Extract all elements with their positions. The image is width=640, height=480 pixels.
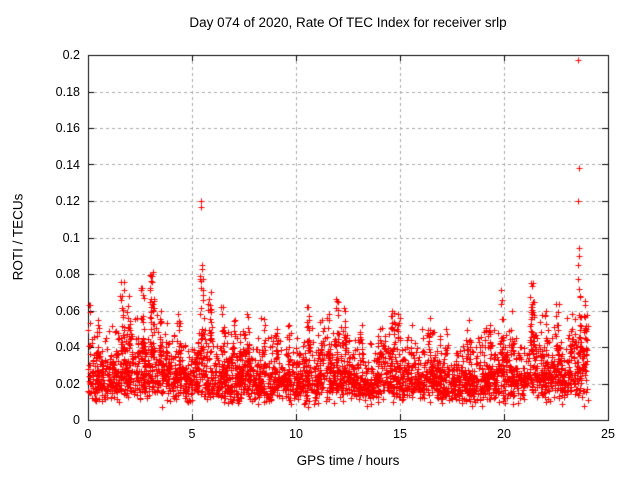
- y-tick-label: 0.18: [55, 84, 80, 99]
- x-tick-label: 15: [393, 427, 407, 441]
- y-tick-label: 0.04: [55, 340, 80, 354]
- y-tick-label: 0.1: [62, 230, 80, 245]
- y-tick-label: 0.08: [55, 267, 80, 281]
- x-tick-label: 25: [601, 427, 615, 441]
- y-tick-label: 0.06: [55, 303, 80, 318]
- x-tick-label: 10: [289, 427, 303, 441]
- y-tick-label: 0.02: [55, 376, 80, 391]
- y-tick-label: 0.2: [62, 48, 80, 62]
- y-tick-label: 0.12: [55, 194, 80, 208]
- y-tick-label: 0.14: [55, 157, 80, 172]
- x-axis-label: GPS time / hours: [296, 453, 400, 468]
- y-tick-label: 0: [73, 413, 80, 427]
- x-tick-label: 20: [497, 427, 511, 441]
- chart-title: Day 074 of 2020, Rate Of TEC Index for r…: [189, 15, 507, 30]
- x-tick-label: 5: [188, 427, 196, 441]
- x-tick-label: 0: [84, 427, 92, 441]
- y-tick-label: 0.16: [55, 121, 80, 135]
